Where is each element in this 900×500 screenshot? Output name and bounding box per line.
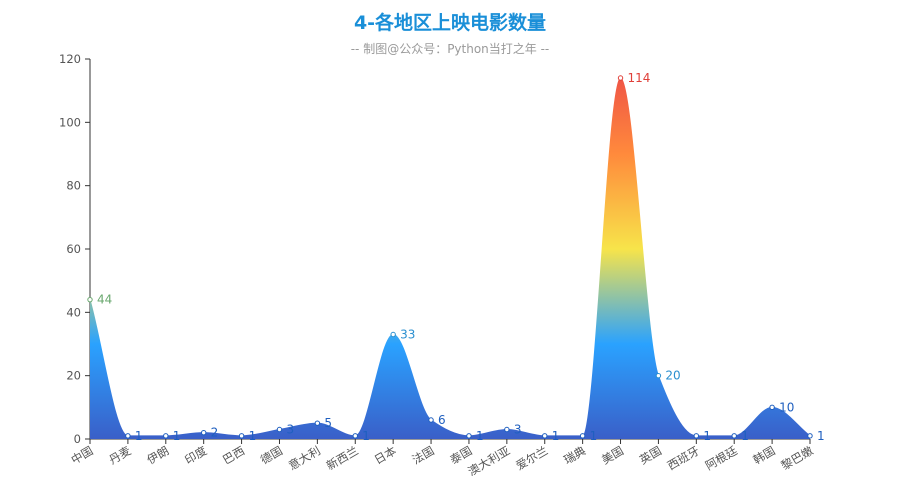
x-tick-label: 澳大利亚 xyxy=(466,443,513,478)
y-tick-label: 0 xyxy=(74,432,81,446)
data-label: 1 xyxy=(135,429,143,443)
data-point xyxy=(579,433,586,439)
data-point xyxy=(655,372,662,379)
area-layer xyxy=(89,77,811,439)
x-tick-label: 德国 xyxy=(258,443,285,467)
x-tick-label: 新西兰 xyxy=(324,443,361,472)
data-point xyxy=(542,433,548,439)
data-label: 1 xyxy=(362,429,370,443)
data-point xyxy=(276,426,283,433)
data-label: 10 xyxy=(779,400,794,414)
x-tick-label: 阿根廷 xyxy=(703,443,740,473)
data-point xyxy=(807,433,813,439)
x-tick-label: 伊朗 xyxy=(144,443,171,467)
x-tick-label: 法国 xyxy=(410,443,437,467)
data-label: 2 xyxy=(211,426,219,440)
data-label: 1 xyxy=(590,429,598,443)
x-tick-label: 巴西 xyxy=(220,443,247,467)
data-label: 1 xyxy=(249,429,257,443)
chart-title: 4-各地区上映电影数量 xyxy=(353,12,547,34)
data-point xyxy=(428,417,434,423)
y-tick-label: 60 xyxy=(66,242,81,256)
x-tick-label: 丹麦 xyxy=(106,443,133,467)
chart-subtitle: -- 制图@公众号：Python当打之年 -- xyxy=(350,42,550,56)
y-tick-label: 80 xyxy=(66,179,81,193)
data-label: 5 xyxy=(324,416,332,430)
x-tick-label: 爱尔兰 xyxy=(513,443,550,472)
x-tick-label: 瑞典 xyxy=(561,443,588,467)
data-label: 1 xyxy=(552,429,560,443)
x-tick-label: 黎巴嫩 xyxy=(779,443,816,473)
data-label: 1 xyxy=(817,429,825,443)
data-label: 1 xyxy=(476,429,484,443)
data-label: 1 xyxy=(173,429,181,443)
data-label: 3 xyxy=(514,423,522,437)
x-tick-label: 韩国 xyxy=(751,443,778,467)
data-label: 20 xyxy=(665,369,680,383)
data-point xyxy=(87,296,93,303)
data-point xyxy=(769,404,775,411)
data-label: 33 xyxy=(400,328,415,342)
y-tick-label: 100 xyxy=(59,115,81,129)
x-tick-label: 中国 xyxy=(69,443,96,467)
data-point xyxy=(163,433,169,439)
data-point xyxy=(466,433,472,439)
series-line xyxy=(89,77,811,437)
data-label: 44 xyxy=(97,293,112,307)
x-tick-label: 意大利 xyxy=(286,443,323,472)
data-label: 114 xyxy=(628,71,651,85)
points-layer xyxy=(87,75,813,439)
x-tick-label: 日本 xyxy=(372,443,399,467)
data-label: 1 xyxy=(703,429,711,443)
data-point xyxy=(125,433,131,439)
x-tick-label: 西班牙 xyxy=(665,443,702,472)
x-tick-label: 印度 xyxy=(182,443,209,467)
data-point xyxy=(238,433,245,439)
series-area xyxy=(90,78,810,439)
y-tick-label: 40 xyxy=(66,305,81,319)
data-point xyxy=(352,433,358,439)
data-labels: 44 1 1 2 1 3 5 1 33 6 1 3 1 1 114 20 1 1 10 1 xyxy=(97,71,825,443)
data-point xyxy=(200,429,207,436)
x-tick-label: 英国 xyxy=(637,443,664,467)
y-tick-label: 120 xyxy=(59,52,81,66)
data-label: 6 xyxy=(438,413,446,427)
data-point xyxy=(731,433,737,439)
data-label: 1 xyxy=(741,429,749,443)
y-tick-label: 20 xyxy=(66,369,81,383)
data-point xyxy=(314,420,321,426)
data-point xyxy=(617,75,624,81)
data-point xyxy=(693,433,700,439)
x-tick-label: 美国 xyxy=(599,443,626,467)
data-point xyxy=(390,331,396,338)
data-label: 3 xyxy=(286,423,294,437)
data-point xyxy=(504,426,510,433)
